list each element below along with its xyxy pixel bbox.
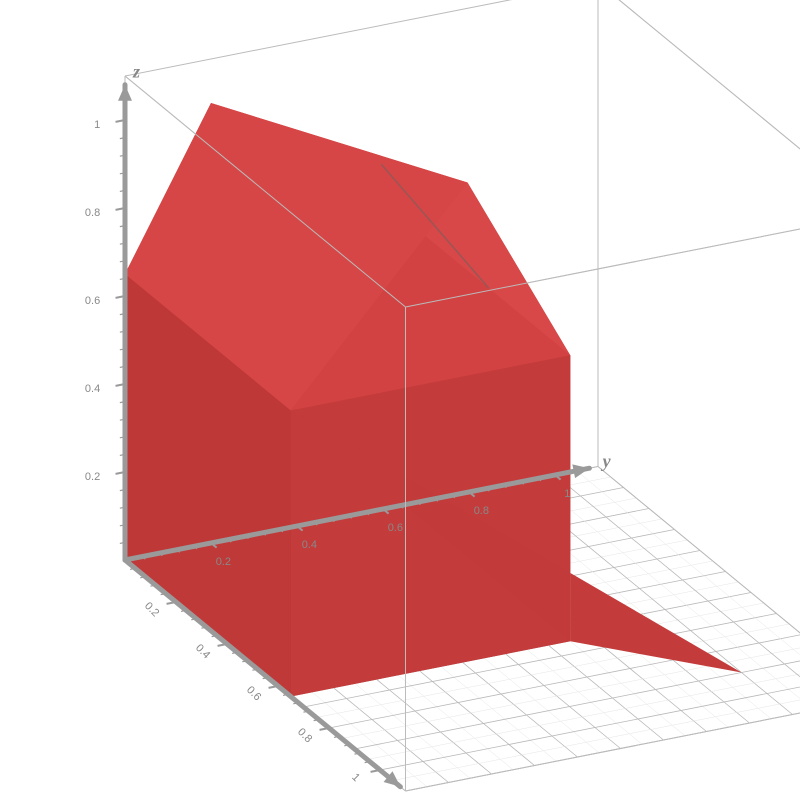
x-tick-label: 0.8 — [295, 726, 314, 745]
y-tick-label: 0.8 — [474, 505, 489, 517]
z-tick-label: 0.4 — [85, 383, 100, 395]
z-tick-label: 1 — [94, 119, 100, 131]
z-axis-label: z — [132, 62, 140, 82]
x-tick-label: 0.2 — [142, 600, 161, 619]
z-tick-label: 0.6 — [85, 295, 100, 307]
y-tick-label: 0.2 — [216, 556, 231, 568]
x-tick-label: 0.4 — [193, 642, 212, 661]
y-tick-label: 0.4 — [302, 539, 317, 551]
x-tick-label: 0.6 — [244, 684, 263, 703]
x-tick-label: 1 — [349, 771, 362, 784]
y-tick-label: 0.6 — [388, 522, 403, 534]
z-tick-label: 0.2 — [85, 471, 100, 483]
y-axis-label: y — [601, 451, 612, 471]
plot-3d: z y x 0.2 0.4 0.6 0.8 1 0.2 0.4 0.6 0.8 1 0.2 0.4 0.6 0.… — [0, 0, 800, 800]
red-solid — [125, 103, 742, 697]
z-tick-label: 0.8 — [85, 207, 100, 219]
x-axis-label: x — [406, 793, 416, 800]
y-tick-label: 1 — [564, 488, 570, 500]
